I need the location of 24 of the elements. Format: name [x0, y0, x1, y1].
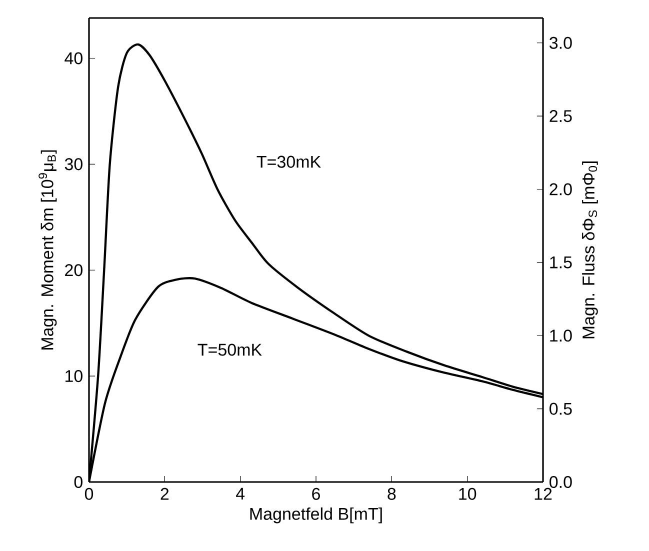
y-tick-label: 40: [64, 52, 82, 64]
y-tick-label: 30: [64, 158, 82, 170]
x-tick-label: 4: [236, 488, 245, 500]
y2-tick-label: 0.5: [550, 402, 572, 415]
x-axis-title: Magnetfeld B[mT]: [250, 507, 382, 524]
x-tick-label: 10: [459, 488, 476, 500]
y2-tick-label: 1.5: [550, 256, 572, 268]
x-tick-label: 0: [84, 488, 94, 500]
y2-tick-label: 0.0: [550, 476, 572, 488]
y-tick-label: 20: [65, 264, 82, 276]
y2-tick-label: 2.0: [550, 183, 572, 196]
y2-axis-title: Magn. Fluss δΦ$_{S}$ [mΦ$_{0}$]: [582, 162, 598, 338]
annotation: T=30mK: [256, 156, 321, 168]
y-tick-label: 0: [74, 476, 82, 488]
x-tick-label: 2: [160, 488, 169, 500]
annotation: T=50mK: [198, 344, 262, 356]
y-tick-label: 10: [66, 370, 82, 382]
y-axis-title: Magn. Moment δm [10$^{9}$μ$_{B}$]: [38, 150, 57, 350]
x-tick-label: 6: [312, 488, 320, 500]
y2-tick-label: 2.5: [550, 110, 572, 122]
y2-tick-label: 1.0: [550, 330, 572, 342]
x-tick-label: 8: [388, 488, 396, 500]
x-tick-label: 12: [534, 488, 552, 500]
y2-tick-label: 3.0: [550, 36, 572, 49]
